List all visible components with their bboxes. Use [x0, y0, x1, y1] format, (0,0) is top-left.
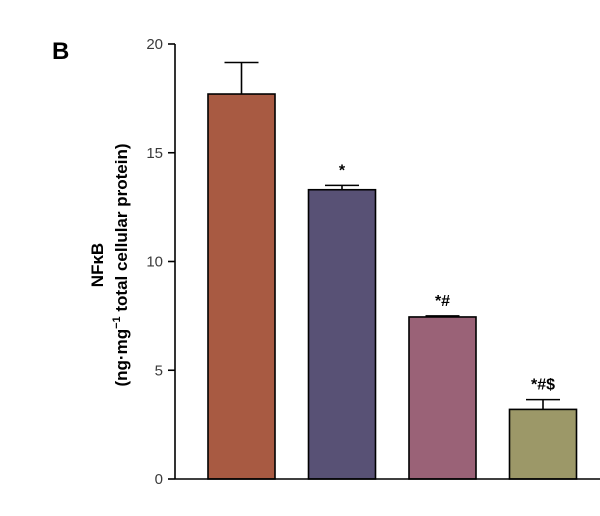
y-axis: 0 5 10 15 20	[146, 36, 176, 488]
y-tick-label: 0	[155, 471, 163, 488]
significance-label: *#	[435, 293, 450, 310]
y-axis-label-unit: (ng·mg	[112, 329, 131, 387]
y-axis-label-line2: (ng·mg−1 total cellular protein)	[111, 144, 131, 387]
y-tick-label: 10	[146, 254, 163, 271]
y-axis-label-rest: total cellular protein)	[112, 144, 131, 317]
bar	[307, 188, 377, 480]
significance-label: *#$	[531, 377, 555, 394]
bar	[408, 316, 477, 480]
significance-label: *	[339, 162, 346, 179]
y-tick-label: 20	[146, 36, 163, 53]
panel-label: B	[52, 38, 69, 65]
y-tick-label: 5	[155, 362, 163, 379]
y-axis-label-exponent: −1	[111, 316, 123, 329]
bar	[508, 408, 578, 480]
y-axis-label-line1: NFκB	[88, 243, 107, 287]
y-tick-label: 15	[146, 145, 163, 162]
y-axis-label: NFκB (ng·mg−1 total cellular protein)	[88, 144, 131, 387]
bars: * *# *#$	[207, 61, 578, 480]
bar	[207, 93, 276, 480]
